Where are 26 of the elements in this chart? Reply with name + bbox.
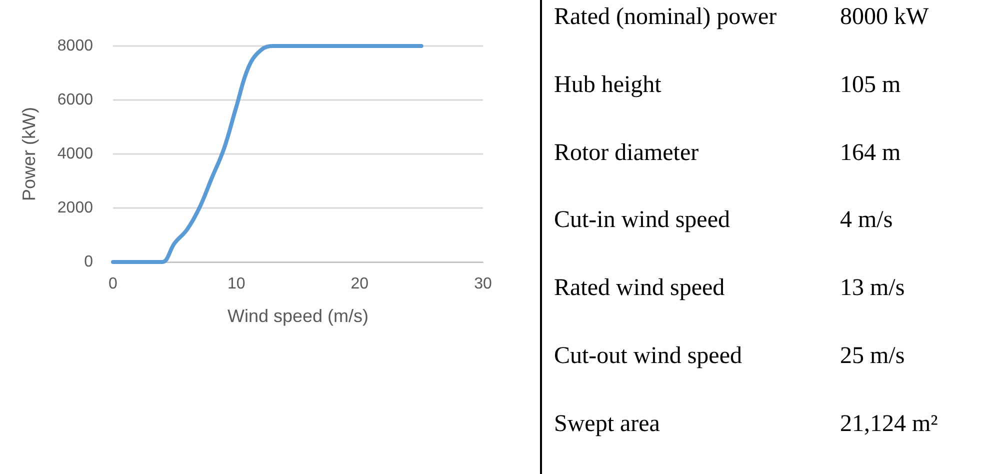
text: 13 m/s — [840, 275, 905, 302]
text: Rated wind speed — [554, 275, 725, 302]
text: 4 m/s — [840, 207, 893, 234]
text: 105 m — [840, 72, 901, 99]
text: Cut-out wind speed — [554, 343, 742, 370]
text: Swept area — [554, 410, 660, 438]
line-series — [111, 44, 424, 264]
text: Cut-in wind speed — [554, 207, 730, 234]
text: Rotor diameter — [554, 140, 699, 167]
y-tick-label: 6000 — [57, 92, 94, 108]
text: Hub height — [554, 72, 662, 99]
text: 21,124 m² — [840, 410, 938, 438]
x-tick-label: 30 — [474, 276, 492, 292]
y-tick-label: 2000 — [57, 200, 94, 216]
text: 164 m — [840, 140, 901, 167]
y-axis-title: Power (kW) — [19, 107, 39, 201]
y-tick-label: 8000 — [57, 38, 94, 54]
text: 25 m/s — [840, 343, 905, 370]
y-tick-label: 4000 — [57, 146, 94, 162]
y-tick-label: 0 — [84, 254, 94, 270]
x-tick-label: 0 — [108, 276, 118, 292]
text: Rated (nominal) power — [554, 4, 777, 31]
x-axis-title: Wind speed (m/s) — [227, 306, 369, 326]
x-tick-label: 20 — [350, 276, 369, 292]
text: 8000 kW — [840, 4, 929, 31]
x-tick-label: 10 — [227, 276, 246, 292]
